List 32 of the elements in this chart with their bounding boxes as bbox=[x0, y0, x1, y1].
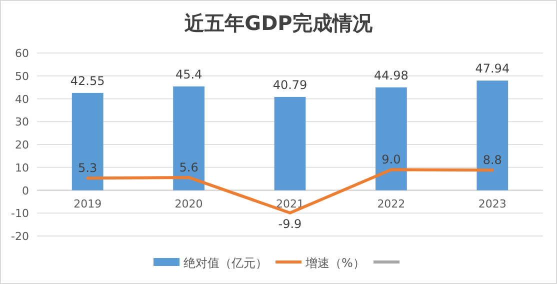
bar bbox=[476, 80, 508, 190]
legend-label: 绝对值（亿元） bbox=[184, 256, 268, 270]
data-label: -9.9 bbox=[278, 216, 302, 231]
data-label: 42.55 bbox=[70, 74, 105, 88]
y-tick-label: 30 bbox=[15, 116, 29, 129]
x-tick-label: 2020 bbox=[174, 197, 203, 210]
data-label: 9.0 bbox=[382, 152, 401, 167]
x-tick-label: 2019 bbox=[74, 197, 102, 210]
y-tick-label: -20 bbox=[11, 230, 29, 243]
data-label: 45.4 bbox=[175, 67, 202, 82]
x-tick-label: 2021 bbox=[276, 197, 304, 210]
y-tick-label: -10 bbox=[11, 207, 29, 220]
y-tick-label: 20 bbox=[15, 138, 29, 152]
y-tick-label: 40 bbox=[15, 92, 29, 106]
data-label: 5.6 bbox=[179, 160, 198, 174]
y-tick-label: 60 bbox=[15, 47, 29, 60]
data-label: 47.94 bbox=[475, 62, 510, 76]
y-tick-label: 10 bbox=[15, 161, 29, 174]
y-tick-label: 0 bbox=[22, 184, 29, 198]
legend-label: 增速（%） bbox=[304, 256, 365, 270]
data-label: 8.8 bbox=[482, 153, 502, 168]
bar bbox=[376, 87, 407, 190]
chart-title: 近五年GDP完成情况 bbox=[184, 11, 374, 35]
data-label: 40.79 bbox=[272, 78, 308, 92]
x-tick-label: 2022 bbox=[377, 197, 406, 210]
data-label: 5.3 bbox=[78, 161, 98, 176]
data-label: 44.98 bbox=[374, 68, 408, 82]
bar bbox=[274, 96, 306, 190]
bar bbox=[72, 92, 104, 190]
y-tick-label: 50 bbox=[15, 70, 29, 83]
bar bbox=[173, 86, 204, 190]
x-tick-label: 2023 bbox=[478, 197, 506, 210]
